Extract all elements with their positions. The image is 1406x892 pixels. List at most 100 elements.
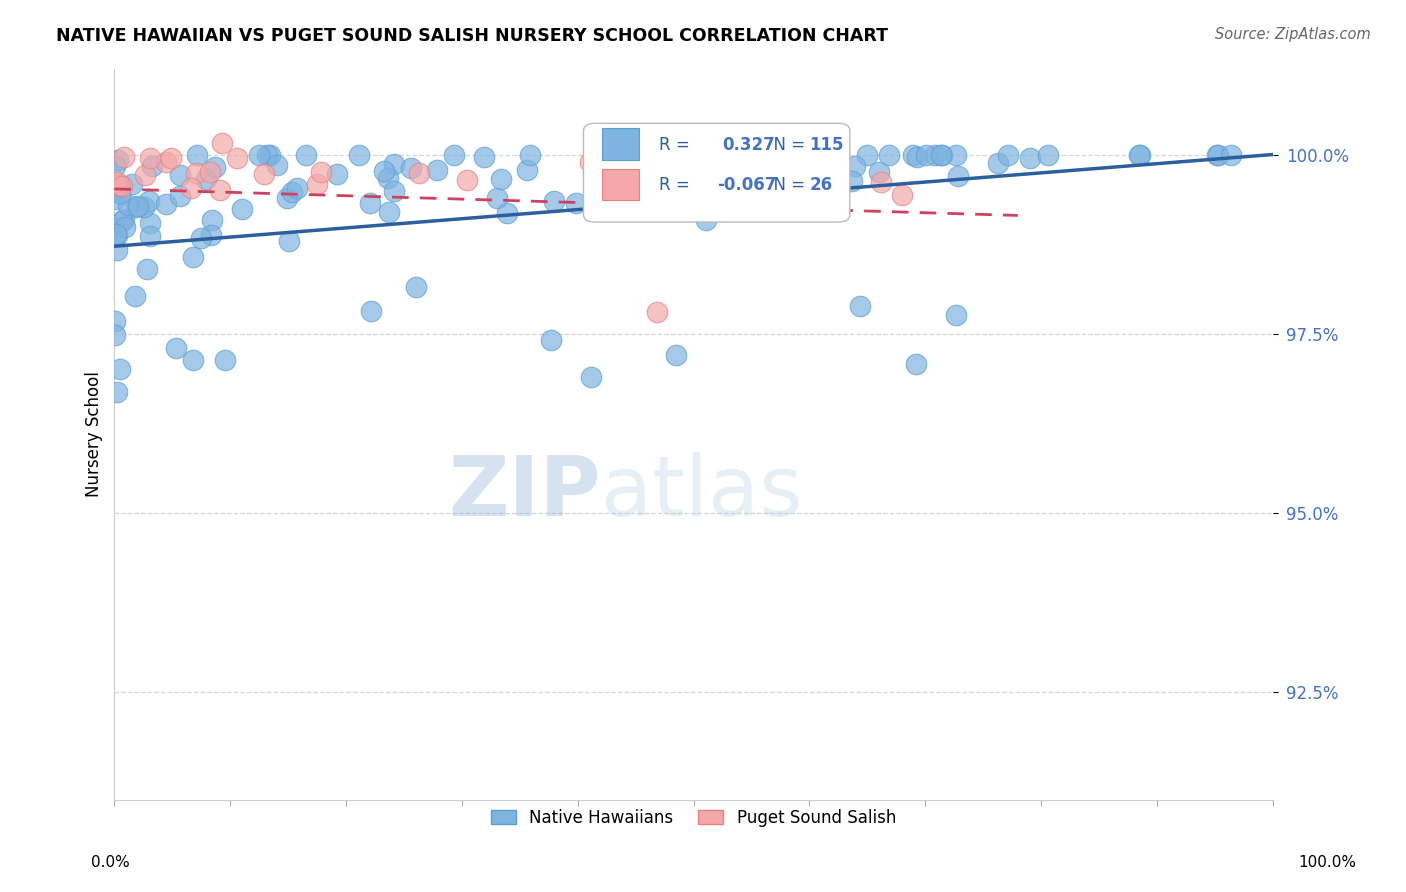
Point bbox=[111, 214, 134, 228]
Point bbox=[929, 147, 952, 161]
Point bbox=[103, 183, 125, 197]
Text: 115: 115 bbox=[810, 136, 844, 154]
Point bbox=[997, 147, 1019, 161]
Point bbox=[198, 165, 221, 179]
Point bbox=[665, 348, 688, 362]
FancyBboxPatch shape bbox=[602, 128, 640, 160]
Point bbox=[855, 147, 877, 161]
Point bbox=[543, 194, 565, 208]
Point bbox=[160, 151, 183, 165]
Point bbox=[117, 198, 139, 212]
Point bbox=[377, 170, 399, 185]
Point bbox=[184, 166, 207, 180]
Point bbox=[589, 147, 612, 161]
Point bbox=[105, 243, 128, 257]
Point bbox=[134, 169, 156, 183]
Point bbox=[200, 228, 222, 243]
Point bbox=[105, 227, 128, 242]
Point bbox=[1128, 147, 1150, 161]
Point bbox=[678, 170, 700, 185]
Point bbox=[773, 147, 796, 161]
Text: NATIVE HAWAIIAN VS PUGET SOUND SALISH NURSERY SCHOOL CORRELATION CHART: NATIVE HAWAIIAN VS PUGET SOUND SALISH NU… bbox=[56, 27, 889, 45]
Point bbox=[231, 202, 253, 216]
Point bbox=[349, 147, 371, 161]
Point bbox=[105, 385, 128, 400]
Text: -0.067: -0.067 bbox=[717, 177, 776, 194]
Point bbox=[905, 150, 928, 164]
Point bbox=[540, 333, 562, 347]
Point bbox=[107, 178, 129, 192]
Point bbox=[108, 362, 131, 376]
Point bbox=[382, 157, 405, 171]
Point bbox=[259, 147, 281, 161]
Point bbox=[1219, 147, 1241, 161]
Point bbox=[472, 150, 495, 164]
Point bbox=[103, 220, 125, 235]
Point bbox=[924, 147, 946, 161]
Text: R =: R = bbox=[659, 136, 695, 154]
Point bbox=[181, 250, 204, 264]
Point bbox=[377, 205, 399, 219]
Point bbox=[110, 178, 132, 192]
Point bbox=[127, 199, 149, 213]
Point bbox=[486, 191, 509, 205]
Point bbox=[186, 147, 208, 161]
Point bbox=[946, 169, 969, 183]
Point bbox=[136, 262, 159, 277]
Point bbox=[253, 167, 276, 181]
Point bbox=[285, 181, 308, 195]
Point bbox=[564, 195, 586, 210]
Point bbox=[870, 175, 893, 189]
Point bbox=[645, 305, 668, 319]
Point bbox=[266, 158, 288, 172]
Point bbox=[309, 165, 332, 179]
Point bbox=[195, 172, 218, 186]
Point bbox=[373, 163, 395, 178]
Point bbox=[405, 280, 427, 294]
Point bbox=[1129, 147, 1152, 161]
Point bbox=[214, 353, 236, 368]
Point bbox=[595, 177, 617, 191]
Point bbox=[112, 150, 135, 164]
Point bbox=[103, 314, 125, 328]
Point bbox=[226, 151, 249, 165]
Point bbox=[1018, 151, 1040, 165]
Point bbox=[112, 212, 135, 227]
Point bbox=[401, 161, 423, 175]
Point bbox=[165, 341, 187, 355]
Text: N =: N = bbox=[763, 136, 810, 154]
Point bbox=[138, 151, 160, 165]
Point bbox=[987, 156, 1010, 170]
Point bbox=[945, 147, 967, 161]
Text: N =: N = bbox=[763, 177, 810, 194]
Point bbox=[382, 184, 405, 198]
Point bbox=[208, 183, 231, 197]
Point bbox=[110, 178, 132, 193]
Point bbox=[107, 153, 129, 168]
Point bbox=[673, 180, 696, 194]
Point bbox=[281, 185, 304, 199]
Point bbox=[276, 191, 298, 205]
Point bbox=[104, 159, 127, 173]
Point bbox=[868, 164, 890, 178]
Point bbox=[841, 173, 863, 187]
Point bbox=[190, 231, 212, 245]
Point bbox=[704, 181, 727, 195]
Point bbox=[103, 328, 125, 343]
Point bbox=[1206, 147, 1229, 161]
Point bbox=[204, 160, 226, 174]
Point bbox=[180, 181, 202, 195]
Point bbox=[443, 147, 465, 161]
Point bbox=[104, 227, 127, 242]
Text: ZIP: ZIP bbox=[449, 452, 600, 533]
FancyBboxPatch shape bbox=[602, 169, 640, 200]
Point bbox=[890, 188, 912, 202]
Point bbox=[138, 194, 160, 209]
Point bbox=[844, 159, 866, 173]
Point bbox=[114, 219, 136, 234]
Text: 0.0%: 0.0% bbox=[91, 855, 131, 870]
Point bbox=[105, 175, 128, 189]
Point bbox=[359, 195, 381, 210]
Point bbox=[108, 186, 131, 201]
Point bbox=[877, 147, 900, 161]
